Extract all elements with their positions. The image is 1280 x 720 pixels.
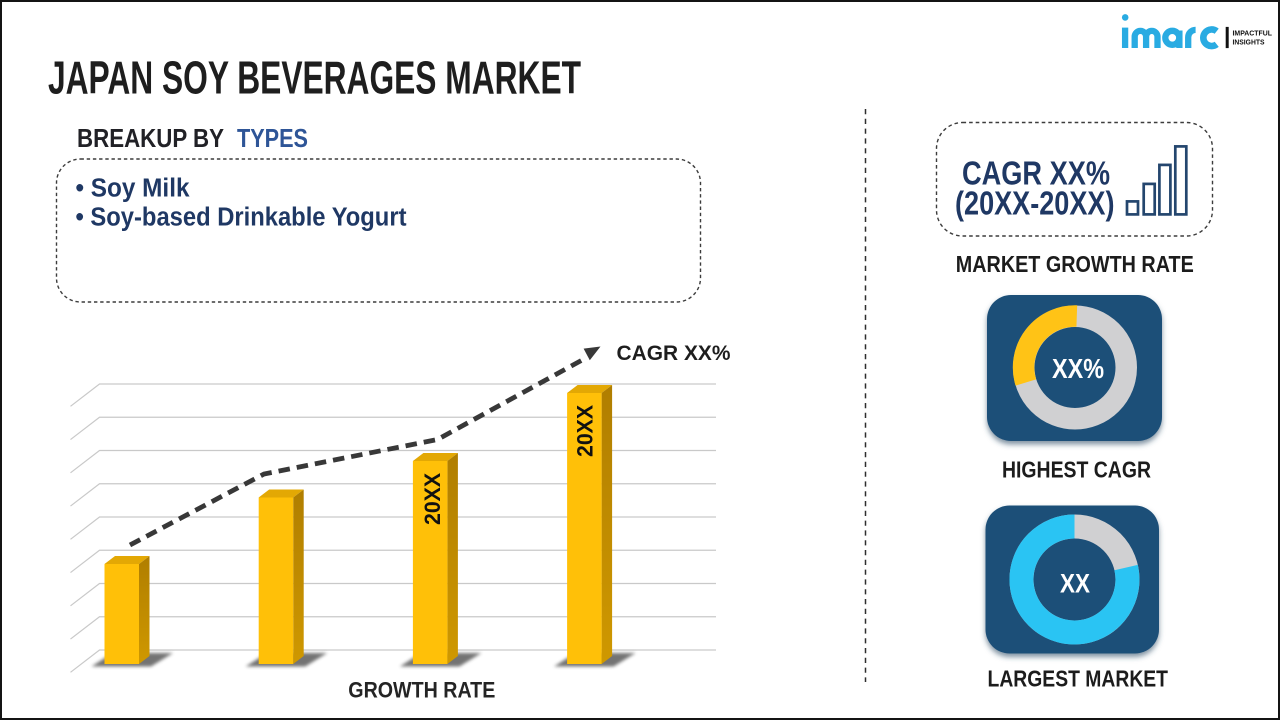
svg-text:LARGEST MARKET: LARGEST MARKET <box>988 666 1169 692</box>
svg-text:CAGR XX%: CAGR XX% <box>962 155 1110 192</box>
svg-text:MARKET GROWTH RATE: MARKET GROWTH RATE <box>956 251 1194 277</box>
svg-text:XX%: XX% <box>1052 353 1104 384</box>
svg-text:XX: XX <box>1060 569 1090 599</box>
svg-text:JAPAN SOY BEVERAGES MARKET: JAPAN SOY BEVERAGES MARKET <box>48 52 581 104</box>
svg-text:CAGR XX%: CAGR XX% <box>617 341 731 365</box>
svg-text:HIGHEST CAGR: HIGHEST CAGR <box>1002 457 1151 483</box>
svg-text:20XX: 20XX <box>573 405 598 457</box>
svg-text:• Soy-based Drinkable Yogurt: • Soy-based Drinkable Yogurt <box>76 203 407 231</box>
svg-text:20XX: 20XX <box>420 473 445 525</box>
svg-text:• Soy Milk: • Soy Milk <box>76 175 191 203</box>
svg-text:(20XX-20XX): (20XX-20XX) <box>955 185 1115 222</box>
svg-text:INSIGHTS: INSIGHTS <box>1233 38 1265 47</box>
svg-text:GROWTH RATE: GROWTH RATE <box>348 678 495 703</box>
svg-text:IMPACTFUL: IMPACTFUL <box>1233 29 1273 38</box>
